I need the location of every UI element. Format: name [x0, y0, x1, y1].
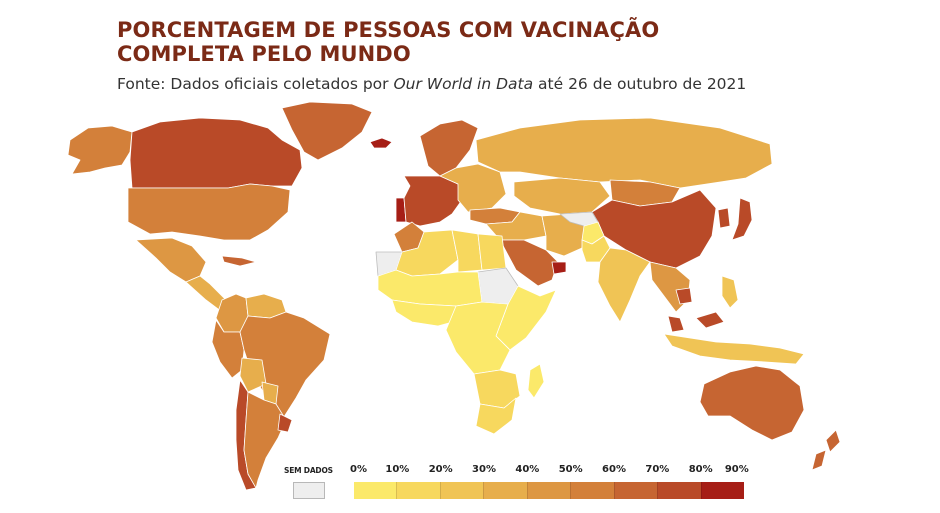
region-scandinavia [419, 119, 479, 177]
region-south-africa [475, 397, 517, 435]
region-egypt [477, 233, 507, 271]
scale-step-2 [439, 482, 484, 499]
region-malaysia [695, 311, 725, 329]
region-cambodia [675, 287, 693, 305]
scale-step-7 [657, 482, 701, 499]
region-japan [731, 197, 753, 241]
region-western-europe [403, 175, 463, 227]
tick-label: 90% [724, 464, 749, 475]
page-title: PORCENTAGEM DE PESSOAS COM VACINAÇÃO COM… [117, 18, 659, 66]
region-indonesia [663, 333, 805, 365]
tick-label: 0% [350, 464, 367, 475]
region-bolivia [239, 357, 267, 393]
region-korea [717, 207, 731, 229]
no-data-swatch [293, 482, 325, 499]
scale-step-3 [483, 482, 527, 499]
scale-step-6 [613, 482, 658, 499]
tick-label: 10% [385, 464, 410, 475]
region-brazil [239, 311, 331, 421]
region-libya [451, 229, 483, 273]
region-eastern-europe [439, 163, 507, 213]
source-note: Fonte: Dados oficiais coletados por Our … [117, 74, 746, 94]
region-china [591, 189, 717, 269]
region-kazakhstan [513, 177, 611, 215]
region-uruguay [277, 413, 293, 433]
scale-step-0 [354, 482, 397, 499]
color-scale [354, 482, 744, 499]
scale-step-4 [526, 482, 571, 499]
tick-label: 30% [472, 464, 496, 475]
tick-label: 50% [558, 464, 583, 475]
region-central-africa [445, 301, 511, 375]
scale-step-8 [700, 482, 744, 499]
region-argentina [243, 391, 287, 489]
region-cuba [221, 255, 257, 267]
region-madagascar [527, 363, 545, 399]
tick-label: 80% [688, 464, 713, 475]
title-line-1: PORCENTAGEM DE PESSOAS COM VACINAÇÃO [117, 18, 660, 42]
region-new-zealand [811, 449, 827, 471]
no-data-label: SEM DADOS [284, 466, 333, 475]
tick-label: 40% [515, 464, 540, 475]
source-italic: Our World in Data [393, 75, 534, 93]
source-prefix: Fonte: Dados oficiais coletados por [117, 75, 394, 93]
tick-label: 70% [645, 464, 670, 475]
region-new-zealand [825, 429, 841, 453]
scale-step-1 [396, 482, 440, 499]
region-united-arab-emirates [551, 261, 567, 275]
region-alaska [67, 125, 133, 175]
region-greenland [281, 101, 373, 161]
region-india [597, 247, 651, 323]
region-sahel [377, 269, 483, 307]
region-philippines [721, 275, 739, 309]
region-mexico [135, 237, 207, 283]
title-line-2: COMPLETA PELO MUNDO [117, 42, 411, 66]
region-iceland [369, 137, 393, 149]
region-malaysia [667, 315, 685, 333]
region-southeast-asia [649, 261, 691, 313]
region-australia [699, 365, 805, 441]
region-united-states [127, 183, 291, 241]
region-russia [475, 117, 773, 189]
region-canada [129, 117, 303, 189]
source-suffix: até 26 de outubro de 2021 [533, 75, 747, 93]
tick-label: 20% [428, 464, 453, 475]
scale-step-5 [570, 482, 614, 499]
tick-label: 60% [602, 464, 626, 475]
